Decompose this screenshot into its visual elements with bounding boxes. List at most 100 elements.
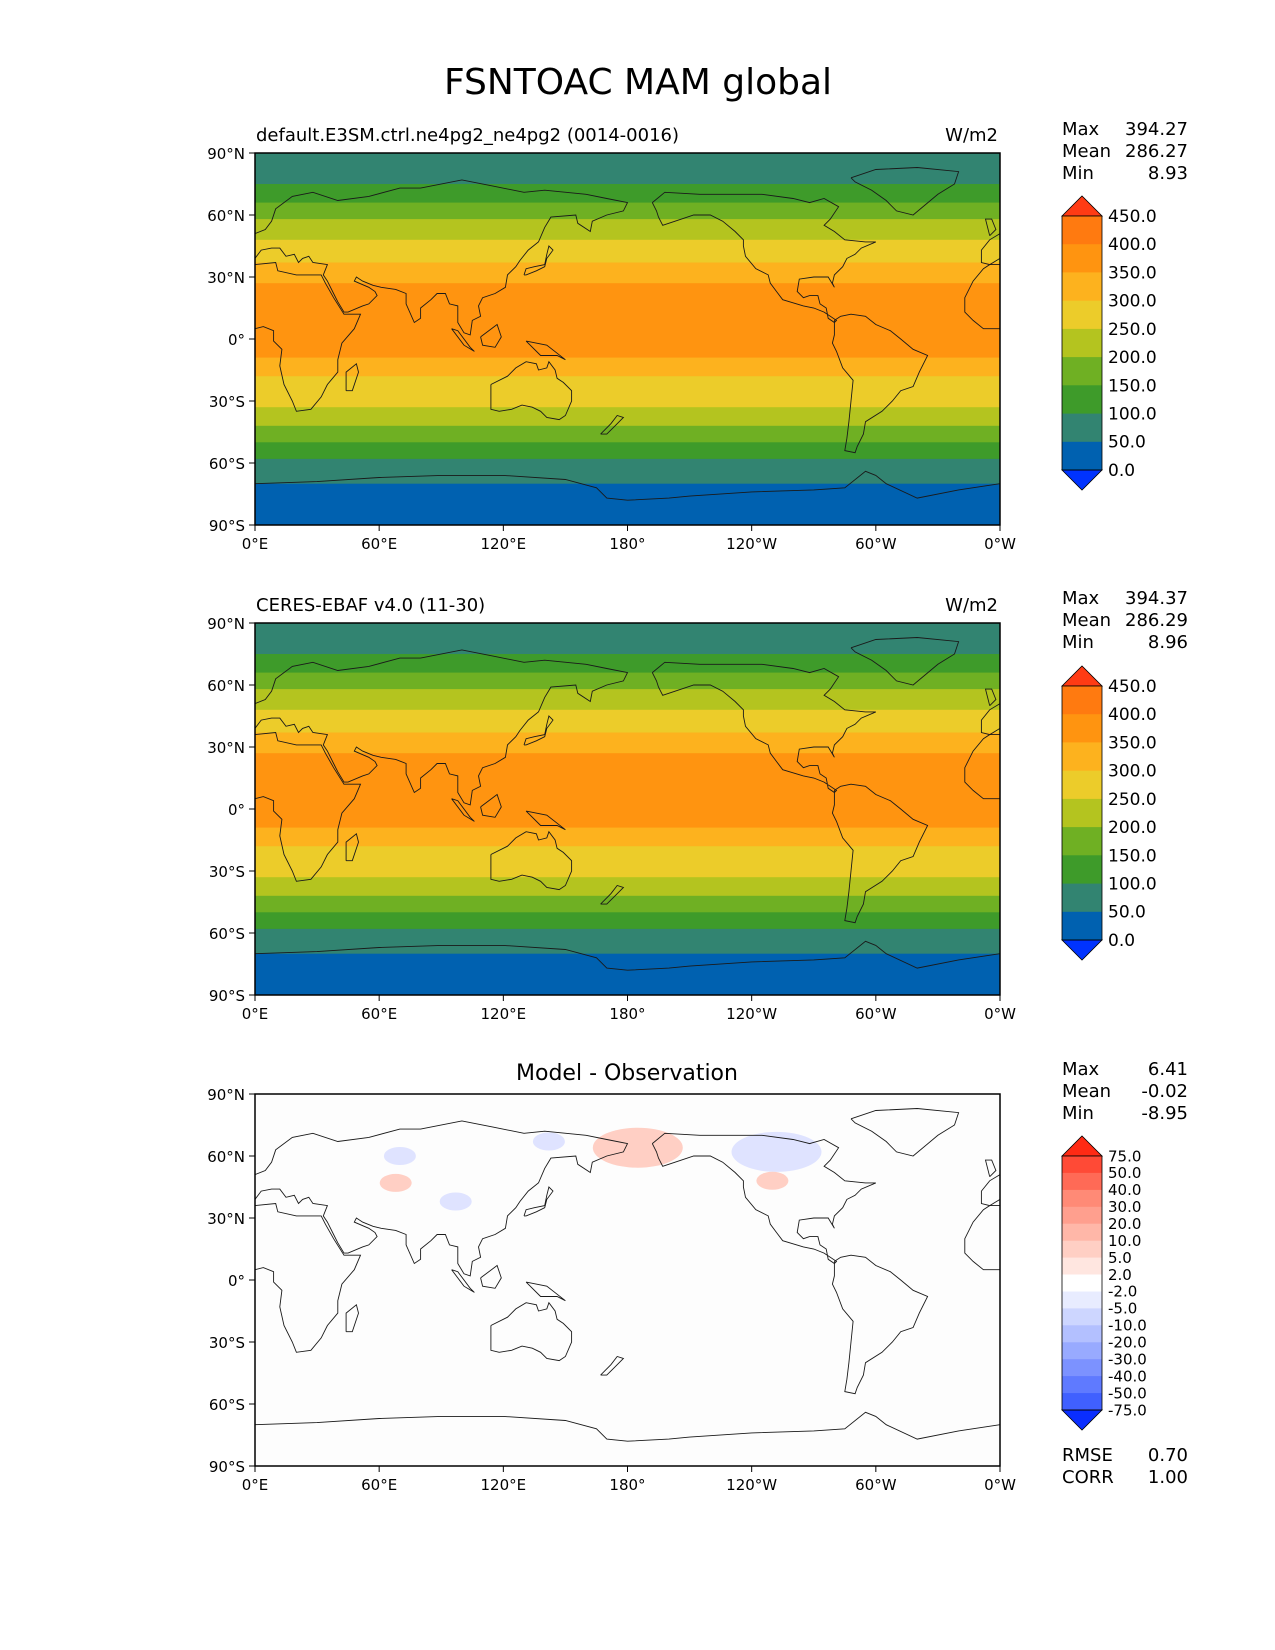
colorbar-tick-label: 150.0 bbox=[1108, 376, 1157, 396]
colorbar-segment bbox=[1062, 1308, 1102, 1326]
lat-band bbox=[255, 458, 1000, 485]
footer-stats: RMSE 0.70 CORR 1.00 bbox=[1062, 1445, 1188, 1488]
lat-tick-label: 30°N bbox=[207, 269, 245, 287]
stat-max-value: 394.27 bbox=[1125, 119, 1188, 140]
lon-tick-label: 60°E bbox=[361, 1005, 397, 1023]
colorbar-extend-max bbox=[1061, 195, 1103, 217]
lat-band bbox=[255, 283, 1000, 359]
colorbar-segment bbox=[1062, 742, 1102, 772]
colorbar: 75.050.040.030.020.010.05.02.0-2.0-5.0-1… bbox=[1061, 1135, 1147, 1431]
difference-blob bbox=[383, 1147, 416, 1165]
coastline bbox=[525, 810, 566, 831]
panel-difference: Model - Observation 90°N 60°N 30°N 0° 30°S 60… bbox=[207, 1059, 1188, 1494]
stat-min-value: -8.95 bbox=[1141, 1103, 1188, 1124]
coastline bbox=[255, 940, 1000, 971]
coastline bbox=[451, 1269, 475, 1293]
colorbar-tick-label: 200.0 bbox=[1108, 348, 1157, 368]
map-axes: 90°N 60°N 30°N 0° 30°S 60°S 90°S0°E 60°E 120°E 18… bbox=[207, 615, 1016, 1023]
lat-band bbox=[255, 425, 1000, 443]
colorbar-tick-label: 40.0 bbox=[1108, 1181, 1141, 1199]
lat-tick-label: 30°N bbox=[207, 739, 245, 757]
lon-tick-label: 120°W bbox=[726, 535, 777, 553]
coastline bbox=[255, 179, 629, 336]
lon-tick-label: 120°E bbox=[481, 535, 527, 553]
lon-tick-label: 180° bbox=[609, 1005, 645, 1023]
lon-tick-label: 120°E bbox=[481, 1005, 527, 1023]
stat-max-value: 394.37 bbox=[1125, 588, 1188, 609]
lat-band bbox=[255, 753, 1000, 829]
coastline bbox=[831, 313, 929, 454]
colorbar-tick-label: 300.0 bbox=[1108, 762, 1157, 782]
colorbar-tick-label: 100.0 bbox=[1108, 405, 1157, 425]
colorbar-segment bbox=[1062, 1342, 1102, 1360]
difference-blob bbox=[379, 1173, 412, 1192]
coastline bbox=[651, 1132, 876, 1265]
lat-band bbox=[255, 709, 1000, 734]
colorbar-extend-min bbox=[1061, 469, 1103, 491]
lat-band bbox=[255, 219, 1000, 241]
lat-tick-label: 90°S bbox=[209, 1458, 245, 1476]
colorbar-tick-label: -10.0 bbox=[1108, 1317, 1147, 1335]
colorbar-segment bbox=[1062, 1206, 1102, 1225]
coastline bbox=[255, 649, 629, 806]
coastline bbox=[490, 1301, 573, 1362]
coastline bbox=[480, 1264, 502, 1289]
lat-tick-label: 60°S bbox=[209, 925, 245, 943]
lat-band bbox=[255, 928, 1000, 955]
stat-max-label: Max bbox=[1062, 1059, 1100, 1080]
colorbar-tick-label: -50.0 bbox=[1108, 1384, 1147, 1402]
lat-band bbox=[255, 895, 1000, 913]
colorbar-tick-label: 400.0 bbox=[1108, 235, 1157, 255]
colorbar-segment bbox=[1062, 1223, 1102, 1242]
coastline bbox=[980, 703, 1000, 736]
lon-tick-label: 0°E bbox=[242, 1476, 269, 1494]
lon-tick-label: 180° bbox=[609, 535, 645, 553]
colorbar-outline bbox=[1061, 1155, 1103, 1411]
colorbar-segment bbox=[1062, 1156, 1102, 1174]
stat-max-label: Max bbox=[1062, 119, 1100, 140]
colorbar-tick-label: -30.0 bbox=[1108, 1351, 1147, 1369]
colorbar-segment bbox=[1062, 798, 1102, 828]
colorbar-outline bbox=[1061, 215, 1103, 471]
stat-min-value: 8.93 bbox=[1148, 163, 1188, 184]
lat-band bbox=[255, 689, 1000, 711]
coastline bbox=[600, 414, 625, 435]
coastline bbox=[984, 1159, 997, 1178]
colorbar-tick-label: -2.0 bbox=[1108, 1283, 1137, 1301]
colorbar-tick-label: 350.0 bbox=[1108, 263, 1157, 283]
lat-tick-label: 30°N bbox=[207, 1210, 245, 1228]
coastline bbox=[964, 264, 1000, 330]
coastline bbox=[490, 360, 573, 421]
difference-blob bbox=[592, 1127, 683, 1168]
difference-blob bbox=[756, 1171, 789, 1190]
lat-tick-label: 90°N bbox=[207, 145, 245, 163]
coastline bbox=[255, 262, 362, 412]
lat-band bbox=[255, 732, 1000, 754]
stats-block: Max 6.41 Mean -0.02 Min -8.95 bbox=[1062, 1059, 1188, 1124]
colorbar-tick-label: 400.0 bbox=[1108, 705, 1157, 725]
colorbar-tick-label: 30.0 bbox=[1108, 1198, 1141, 1216]
coastline bbox=[850, 1108, 960, 1157]
lat-band bbox=[255, 202, 1000, 220]
coastline bbox=[345, 363, 359, 392]
coastline bbox=[255, 732, 362, 882]
lat-tick-label: 90°S bbox=[209, 517, 245, 535]
lon-tick-label: 60°W bbox=[855, 1476, 897, 1494]
lat-band bbox=[255, 153, 1000, 185]
stat-min-label: Min bbox=[1062, 632, 1094, 653]
colorbar-segment bbox=[1062, 1325, 1102, 1343]
lat-band bbox=[255, 953, 1000, 995]
coastline bbox=[964, 734, 1000, 800]
colorbar-extend-min bbox=[1061, 939, 1103, 961]
lat-tick-label: 0° bbox=[228, 331, 245, 349]
lat-tick-label: 90°S bbox=[209, 987, 245, 1005]
colorbar-segment bbox=[1062, 1393, 1102, 1411]
coastline bbox=[850, 167, 960, 216]
coastline bbox=[480, 793, 502, 818]
coastline bbox=[523, 715, 554, 746]
stat-mean-label: Mean bbox=[1062, 141, 1111, 162]
colorbar-segment bbox=[1062, 441, 1102, 471]
colorbar-segment bbox=[1062, 855, 1102, 884]
coastline bbox=[831, 1254, 929, 1395]
colorbar-segment bbox=[1062, 272, 1102, 302]
